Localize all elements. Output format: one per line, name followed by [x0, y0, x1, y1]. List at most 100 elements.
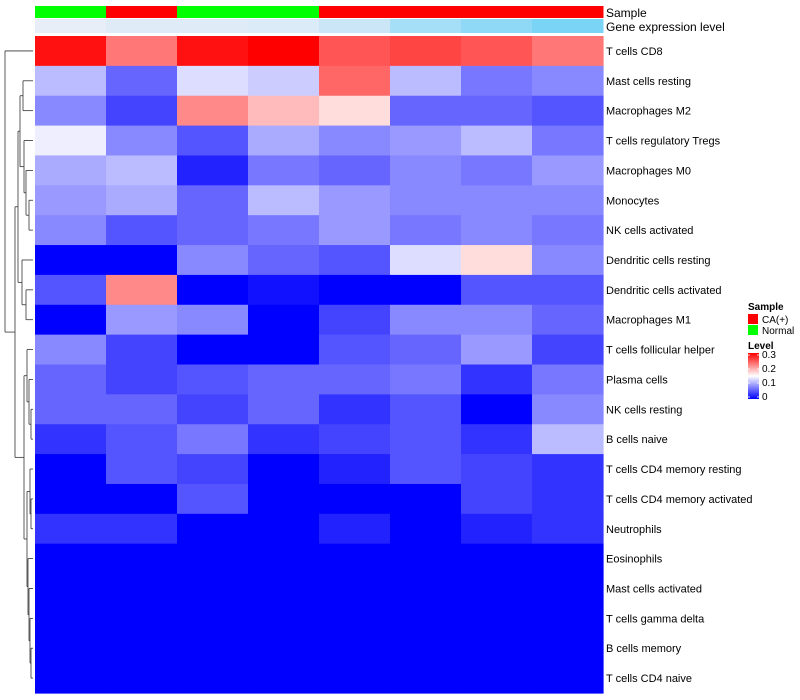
gene-annotation-label: Gene expression level — [606, 20, 725, 34]
legend-level-title: Level — [748, 341, 774, 352]
heatmap-cell — [248, 394, 320, 425]
heatmap-cell — [461, 65, 533, 97]
heatmap-cell — [532, 573, 604, 605]
heatmap-cell — [319, 36, 391, 67]
sample-annotation-cell — [248, 6, 320, 18]
row-label: T cells CD8 — [606, 46, 663, 58]
heatmap-cell — [390, 125, 462, 157]
heatmap-cell — [106, 364, 178, 395]
heatmap-cell — [177, 543, 249, 575]
gene-annotation-cell — [248, 19, 320, 33]
heatmap-cell — [106, 663, 178, 694]
heatmap-cell — [319, 543, 391, 575]
legend-sample-title: Sample — [748, 302, 784, 313]
heatmap-cell — [461, 513, 533, 545]
heatmap-cell — [461, 454, 533, 485]
heatmap-cell — [177, 274, 249, 306]
heatmap-cell — [106, 483, 178, 515]
heatmap-cell — [390, 513, 462, 545]
sample-annotation-cell — [177, 6, 249, 18]
legend-tick-0: 0 — [762, 392, 768, 403]
heatmap-cell — [106, 394, 178, 425]
heatmap-cell — [106, 424, 178, 455]
heatmap-cell — [177, 245, 249, 276]
heatmap-cell — [390, 274, 462, 306]
heatmap-cell — [461, 155, 533, 186]
heatmap-cell — [106, 633, 178, 664]
heatmap-cell — [177, 185, 249, 216]
row-label: T cells CD4 naive — [606, 673, 692, 685]
row-label: Macrophages M2 — [606, 106, 691, 118]
heatmap-cell — [390, 603, 462, 634]
row-label: T cells CD4 memory activated — [606, 494, 753, 506]
heatmap-cell — [390, 454, 462, 485]
heatmap-cell — [248, 573, 320, 605]
heatmap-cell — [461, 36, 533, 67]
heatmap-cell — [35, 633, 107, 664]
heatmap-cell — [390, 573, 462, 605]
heatmap-cell — [532, 245, 604, 276]
heatmap-cell — [35, 543, 107, 575]
heatmap-cell — [461, 334, 533, 366]
heatmap-cell — [177, 334, 249, 366]
row-label: Mast cells activated — [606, 583, 702, 595]
row-label: Plasma cells — [606, 374, 668, 386]
heatmap-cell — [532, 483, 604, 515]
heatmap-cell — [248, 513, 320, 545]
heatmap-cell — [177, 125, 249, 157]
heatmap-cell — [319, 95, 391, 127]
heatmap-cell — [461, 543, 533, 575]
heatmap-cell — [177, 454, 249, 485]
heatmap-cell — [319, 513, 391, 545]
heatmap-cell — [177, 483, 249, 515]
heatmap-cell — [248, 304, 320, 336]
row-label: Dendritic cells resting — [606, 255, 711, 267]
heatmap-cell — [177, 364, 249, 395]
row-label: NK cells resting — [606, 404, 682, 416]
heatmap-cell — [390, 424, 462, 455]
row-label: Monocytes — [606, 195, 660, 207]
heatmap-cell — [177, 513, 249, 545]
heatmap-cell — [390, 483, 462, 515]
heatmap-cell — [532, 603, 604, 634]
heatmap-cell — [532, 513, 604, 545]
heatmap-cell — [461, 663, 533, 694]
heatmap-cell — [319, 185, 391, 216]
heatmap-cell — [390, 155, 462, 186]
heatmap-cell — [461, 95, 533, 127]
row-labels: T cells CD8 Mast cells resting Macrophages… — [606, 46, 753, 685]
heatmap-cell — [390, 36, 462, 67]
sample-annotation-cell — [532, 6, 604, 18]
heatmap-cell — [319, 274, 391, 306]
sample-annotation-cell — [35, 6, 107, 18]
legend-level-colorbar — [748, 353, 759, 399]
heatmap-cell — [106, 454, 178, 485]
heatmap-cell — [35, 513, 107, 545]
heatmap-cell — [532, 633, 604, 664]
heatmap-cell — [390, 394, 462, 425]
row-label: T cells follicular helper — [606, 345, 715, 357]
heatmap-cell — [248, 36, 320, 67]
heatmap-cell — [461, 633, 533, 664]
heatmap-cell — [461, 125, 533, 157]
sample-annotation-cell — [106, 6, 178, 18]
heatmap-cell — [390, 633, 462, 664]
row-label: NK cells activated — [606, 225, 693, 237]
heatmap-cell — [532, 65, 604, 97]
row-label: Macrophages M1 — [606, 315, 691, 327]
heatmap-cell — [248, 274, 320, 306]
legend-swatch-normal — [748, 325, 758, 335]
heatmap-cell — [177, 663, 249, 694]
heatmap-cell — [390, 364, 462, 395]
heatmap-cell — [106, 543, 178, 575]
heatmap-cell — [177, 394, 249, 425]
legend: Sample CA(+) Normal Level 0.3 0.2 0.1 0 — [748, 302, 794, 403]
heatmap-cell — [35, 573, 107, 605]
heatmap-cell — [390, 215, 462, 246]
heatmap-cell — [390, 65, 462, 97]
row-label: Mast cells resting — [606, 76, 691, 88]
heatmap-cell — [177, 424, 249, 455]
heatmap-cell — [319, 603, 391, 634]
heatmap-cell — [532, 36, 604, 67]
heatmap-cell — [390, 304, 462, 336]
